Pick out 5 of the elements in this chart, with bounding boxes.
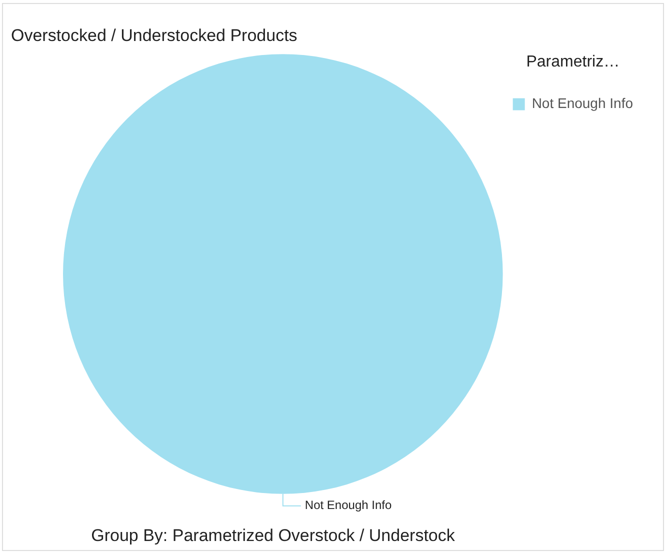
slice-label: Not Enough Info bbox=[304, 498, 392, 512]
legend-title: Parametriz… bbox=[526, 53, 620, 70]
chart-title: Overstocked / Understocked Products bbox=[11, 26, 298, 46]
text: Group By: Parametrized Overstock / Understock bbox=[90, 526, 456, 546]
legend-label: Not Enough Info bbox=[532, 95, 634, 112]
